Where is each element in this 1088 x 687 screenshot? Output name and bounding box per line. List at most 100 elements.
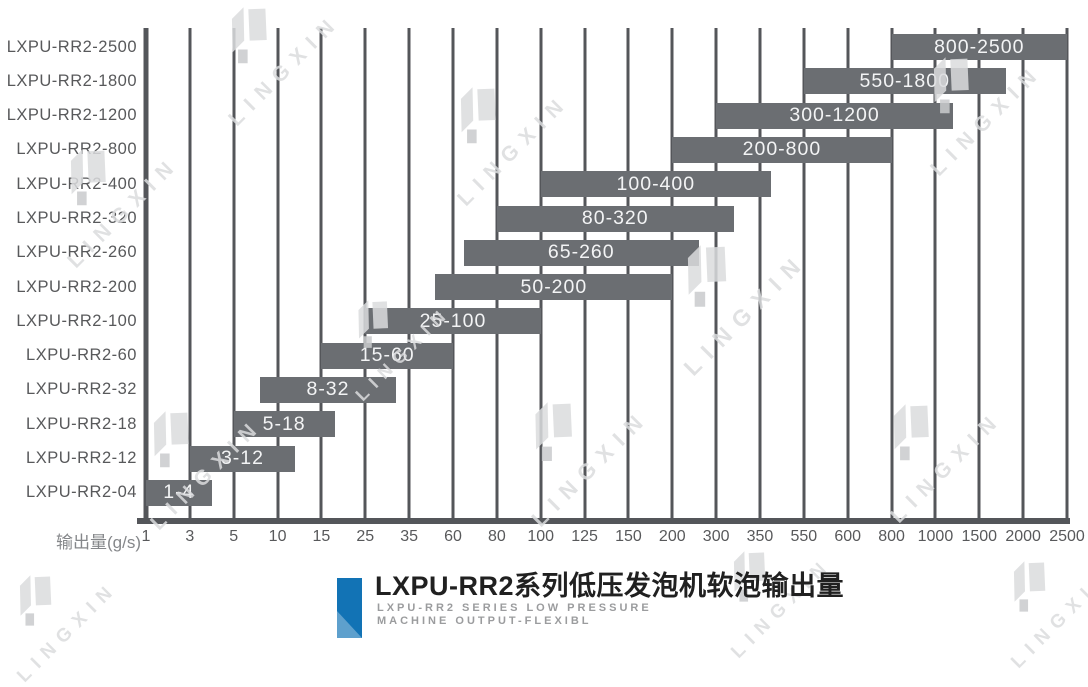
y-axis-label: LXPU-RR2-800 <box>16 140 137 159</box>
y-axis-line <box>143 28 149 520</box>
range-bar-label: 8-32 <box>306 378 350 401</box>
range-bar-label: 200-800 <box>742 138 822 161</box>
x-axis-tick-label: 1500 <box>961 528 998 545</box>
range-bar: 65-260 <box>463 239 699 266</box>
x-axis-tick-label: 300 <box>702 528 730 545</box>
chart-row: 3-12 <box>146 441 1067 475</box>
range-bar: 800-2500 <box>891 34 1067 61</box>
chart-row: 1-4 <box>146 476 1067 510</box>
gridline <box>407 28 411 520</box>
range-bar-label: 550-1800 <box>859 69 950 92</box>
chart-row: 8-32 <box>146 373 1067 407</box>
lingxin-logo-icon <box>711 538 793 620</box>
lingxin-watermark: LINGXIN <box>0 536 123 687</box>
x-axis-tick-label: 25 <box>356 528 375 545</box>
chart-row: 5-18 <box>146 407 1067 441</box>
range-bar: 100-400 <box>540 171 771 198</box>
y-axis-label: LXPU-RR2-12 <box>26 449 137 468</box>
range-bar-label: 100-400 <box>616 172 696 195</box>
x-axis-ticks: 1 3 5 10 15 25 35 60 80 100 125 150 200 300 350 550 600 8… <box>142 528 1085 548</box>
gridline <box>933 28 937 520</box>
x-axis-tick-label: 1000 <box>917 528 954 545</box>
range-bar: 25-100 <box>365 308 541 335</box>
range-bar-label: 65-260 <box>547 241 615 264</box>
y-axis-label: LXPU-RR2-100 <box>16 311 137 330</box>
gridline <box>670 28 674 520</box>
chart-row: 100-400 <box>146 167 1067 201</box>
chart-row: 15-60 <box>146 339 1067 373</box>
y-axis-label: LXPU-RR2-260 <box>16 243 137 262</box>
range-bar-label: 800-2500 <box>934 35 1025 58</box>
x-axis-tick-label: 150 <box>615 528 642 545</box>
chart-row: 25-100 <box>146 304 1067 338</box>
x-axis-tick-label: 2000 <box>1005 528 1041 545</box>
x-axis-tick-label: 80 <box>487 528 506 545</box>
lingxin-logo-icon <box>991 548 1073 630</box>
range-bar: 300-1200 <box>716 102 953 129</box>
chart-row: 800-2500 <box>146 30 1067 64</box>
range-bar: 15-60 <box>321 342 453 369</box>
x-axis-tick-label: 100 <box>527 528 555 545</box>
gridline <box>626 28 630 520</box>
gridline <box>583 28 587 520</box>
range-bar: 550-1800 <box>803 68 1006 95</box>
bar-rows: 800-2500 550-1800 300-1200 200-800 100-400 80… <box>146 30 1067 510</box>
watermark-text: LINGXIN <box>726 553 836 663</box>
x-axis-tick-label: 35 <box>400 528 419 545</box>
x-axis-tick-label: 550 <box>790 528 818 545</box>
range-bar: 200-800 <box>672 136 892 163</box>
chart-row: 200-800 <box>146 133 1067 167</box>
range-bar-label: 15-60 <box>359 344 415 367</box>
gridline <box>1065 28 1069 520</box>
range-bar-label: 50-200 <box>520 275 588 298</box>
range-bar-label: 5-18 <box>262 412 306 435</box>
x-axis-tick-label: 60 <box>444 528 462 545</box>
chart-row: 550-1800 <box>146 64 1067 98</box>
gridline <box>319 28 323 520</box>
range-bar: 1-4 <box>146 479 212 506</box>
gridline <box>363 28 367 520</box>
range-bar-label: 1-4 <box>163 481 195 504</box>
gridline <box>758 28 762 520</box>
x-axis-tick-label: 10 <box>268 528 287 545</box>
y-axis-label: LXPU-RR2-2500 <box>6 37 137 56</box>
x-axis-tick-label: 350 <box>746 528 774 545</box>
x-axis-tick-label: 125 <box>571 528 598 545</box>
gridline <box>232 28 236 520</box>
lingxin-logo-icon <box>0 562 79 644</box>
y-axis-label: LXPU-RR2-60 <box>26 346 137 365</box>
range-bar: 5-18 <box>233 411 335 438</box>
gridline <box>802 28 806 520</box>
x-axis-tick-label: 1 <box>141 528 151 545</box>
chart-row: 80-320 <box>146 201 1067 235</box>
gridline <box>495 28 499 520</box>
range-bar-label: 80-320 <box>581 207 649 230</box>
gridline <box>1021 28 1025 520</box>
range-bar-label: 25-100 <box>419 309 487 332</box>
range-bar-label: 300-1200 <box>789 104 880 127</box>
x-axis-tick-label: 800 <box>878 528 905 545</box>
chart-row: 50-200 <box>146 270 1067 304</box>
gridline <box>977 28 981 520</box>
x-axis-tick-label: 15 <box>312 528 331 545</box>
gridline <box>451 28 455 520</box>
range-bar: 8-32 <box>260 376 396 403</box>
chart-canvas: 800-2500 550-1800 300-1200 200-800 100-400 80… <box>0 0 1088 643</box>
x-axis-tick-label: 3 <box>185 528 195 545</box>
y-axis-label: LXPU-RR2-400 <box>16 174 137 193</box>
chart-row: 300-1200 <box>146 99 1067 133</box>
title-accent-icon <box>337 578 362 638</box>
chart-row: 65-260 <box>146 236 1067 270</box>
gridline <box>846 28 850 520</box>
chart-title: LXPU-RR2系列低压发泡机软泡输出量 <box>375 571 845 601</box>
x-axis-tick-label: 200 <box>658 528 686 545</box>
y-axis-label: LXPU-RR2-1800 <box>6 71 137 90</box>
gridline <box>539 28 543 520</box>
y-axis-label: LXPU-RR2-200 <box>16 277 137 296</box>
y-axis-labels: LXPU-RR2-2500 LXPU-RR2-1800 LXPU-RR2-1200 L… <box>0 30 140 510</box>
y-axis-label: LXPU-RR2-320 <box>16 209 137 228</box>
x-axis-tick-label: 600 <box>834 528 862 545</box>
gridline <box>890 28 894 520</box>
gridline <box>188 28 192 520</box>
y-axis-label: LXPU-RR2-04 <box>26 483 137 502</box>
